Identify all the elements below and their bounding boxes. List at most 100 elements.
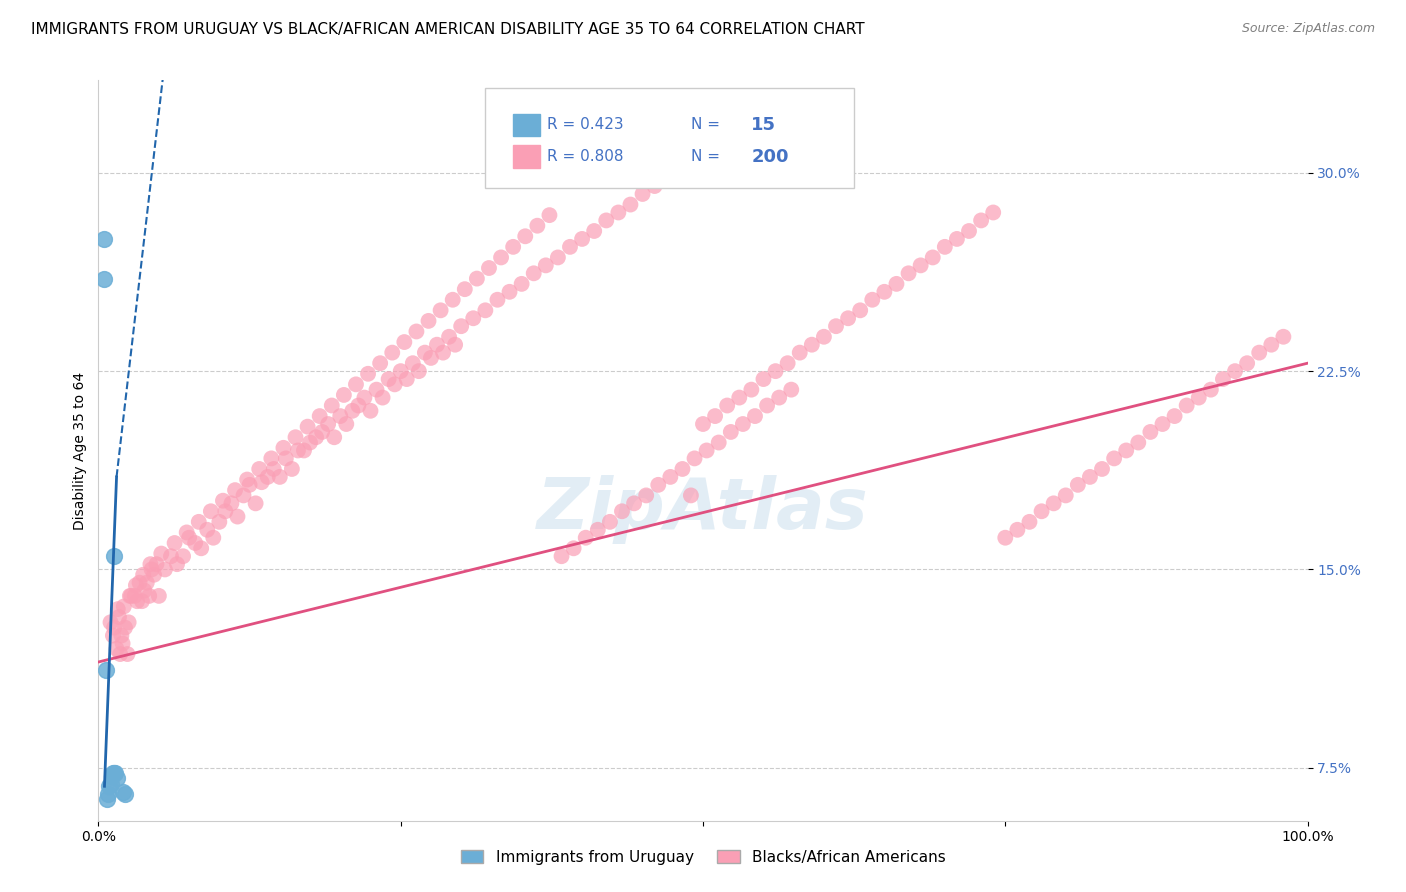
Point (208, 515, 231, 529)
Point (232, 488, 254, 502)
Point (145, 557, 167, 571)
Point (716, 399, 738, 413)
Point (1139, 425, 1161, 439)
Point (212, 493, 235, 508)
Point (132, 567, 155, 582)
Point (366, 383, 388, 397)
Point (789, 345, 811, 359)
Point (465, 271, 488, 285)
Point (444, 337, 467, 351)
Point (463, 311, 485, 326)
Point (595, 213, 617, 227)
Point (765, 364, 787, 378)
Point (101, 766, 124, 780)
Point (93, 271, 115, 285)
Text: ZipAtlas: ZipAtlas (537, 475, 869, 544)
Point (274, 451, 297, 466)
Point (128, 575, 150, 590)
Point (377, 372, 399, 386)
Point (825, 319, 848, 334)
Point (441, 293, 464, 307)
Point (221, 496, 243, 510)
Point (138, 589, 160, 603)
Point (347, 399, 370, 413)
Point (335, 417, 357, 431)
Point (478, 260, 501, 275)
Point (659, 470, 682, 484)
Point (110, 629, 132, 643)
Point (1031, 504, 1053, 518)
Y-axis label: Disability Age 35 to 64: Disability Age 35 to 64 (73, 371, 87, 530)
Point (502, 240, 524, 254)
Point (897, 266, 920, 280)
Point (934, 240, 956, 254)
Point (187, 515, 209, 529)
Point (515, 229, 537, 244)
Point (671, 462, 693, 476)
Point (371, 391, 394, 405)
Point (413, 345, 436, 359)
Text: R = 0.808: R = 0.808 (547, 149, 623, 164)
Text: N =: N = (690, 149, 724, 164)
Point (103, 621, 125, 635)
Point (886, 277, 908, 291)
Point (623, 496, 645, 510)
Point (250, 475, 273, 490)
Point (860, 293, 883, 307)
Point (163, 536, 186, 550)
Point (125, 578, 148, 592)
Point (599, 515, 621, 529)
Point (179, 531, 201, 545)
Point (333, 388, 356, 402)
Point (631, 186, 654, 201)
FancyBboxPatch shape (485, 87, 855, 187)
Point (94, 663, 117, 677)
Point (644, 179, 666, 194)
FancyBboxPatch shape (513, 113, 540, 136)
Point (316, 417, 339, 431)
Point (114, 787, 136, 801)
Point (437, 330, 460, 344)
Point (184, 536, 207, 550)
Point (454, 282, 477, 296)
Point (768, 391, 790, 405)
Point (575, 531, 598, 545)
Point (108, 647, 131, 661)
Point (1054, 488, 1077, 502)
Point (200, 504, 222, 518)
Point (321, 399, 343, 413)
Point (139, 557, 162, 571)
Text: 15: 15 (751, 116, 776, 134)
Point (776, 356, 799, 370)
FancyBboxPatch shape (513, 145, 540, 168)
Point (353, 391, 375, 405)
Point (1091, 462, 1114, 476)
Point (583, 224, 606, 238)
Point (910, 259, 932, 273)
Point (305, 430, 328, 444)
Point (284, 430, 307, 444)
Point (498, 285, 520, 299)
Point (111, 784, 134, 798)
Point (538, 208, 561, 222)
Point (311, 425, 333, 439)
Point (260, 451, 283, 466)
Point (111, 636, 134, 650)
Point (176, 525, 198, 540)
Point (124, 589, 146, 603)
Point (728, 391, 751, 405)
Point (1212, 372, 1234, 386)
Point (981, 205, 1004, 219)
Point (107, 602, 129, 616)
Point (214, 504, 236, 518)
Point (523, 266, 546, 280)
Point (1272, 330, 1295, 344)
Point (108, 610, 131, 624)
Point (1199, 383, 1222, 397)
Point (744, 409, 766, 423)
Point (610, 504, 633, 518)
Point (105, 772, 128, 786)
Point (1067, 478, 1090, 492)
Point (143, 567, 166, 582)
Point (946, 232, 969, 246)
